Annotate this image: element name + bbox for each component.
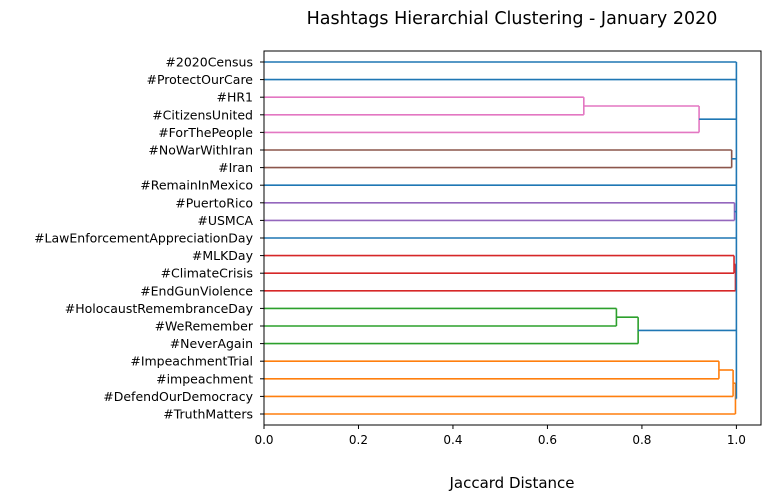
leaf-label: #impeachment [156,371,253,386]
leaf-label: #EndGunViolence [140,283,253,298]
leaf-label: #HR1 [216,90,253,105]
leaf-labels: #2020Census #ProtectOurCare #HR1 #CitizensU… [34,55,264,422]
x-tick-label: 0.0 [254,433,273,447]
x-axis-label: Jaccard Distance [448,474,574,492]
leaf-label: #RemainInMexico [140,178,253,193]
leaf-label: #MLKDay [192,248,254,263]
leaf-label: #ProtectOurCare [146,72,253,87]
x-tick-label: 0.6 [538,433,557,447]
leaf-label: #TruthMatters [163,407,253,422]
leaf-label: #ClimateCrisis [161,266,253,281]
leaf-label: #HolocaustRemembranceDay [65,301,254,316]
leaf-label: #NoWarWithIran [148,143,253,158]
x-tick-label: 0.2 [349,433,368,447]
x-axis-ticks: 0.0 0.2 0.4 0.6 0.8 1.0 [254,425,746,447]
dendrogram-links [264,61,738,415]
x-tick-label: 1.0 [727,433,746,447]
leaf-label: #ForThePeople [158,125,253,140]
leaf-label: #WeRemember [155,319,254,334]
leaf-label: #NeverAgain [170,336,253,351]
leaf-label: #CitizensUnited [152,107,253,122]
leaf-label: #PuertoRico [175,195,253,210]
leaf-label: #2020Census [165,55,253,70]
leaf-label: #USMCA [197,213,253,228]
x-tick-label: 0.4 [443,433,462,447]
leaf-label: #LawEnforcementAppreciationDay [34,231,254,246]
plot-frame [263,50,762,426]
chart-title: Hashtags Hierarchial Clustering - Januar… [307,9,718,29]
leaf-label: #Iran [218,160,253,175]
x-tick-label: 0.8 [632,433,651,447]
leaf-label: #ImpeachmentTrial [130,354,253,369]
leaf-label: #DefendOurDemocracy [103,389,253,404]
